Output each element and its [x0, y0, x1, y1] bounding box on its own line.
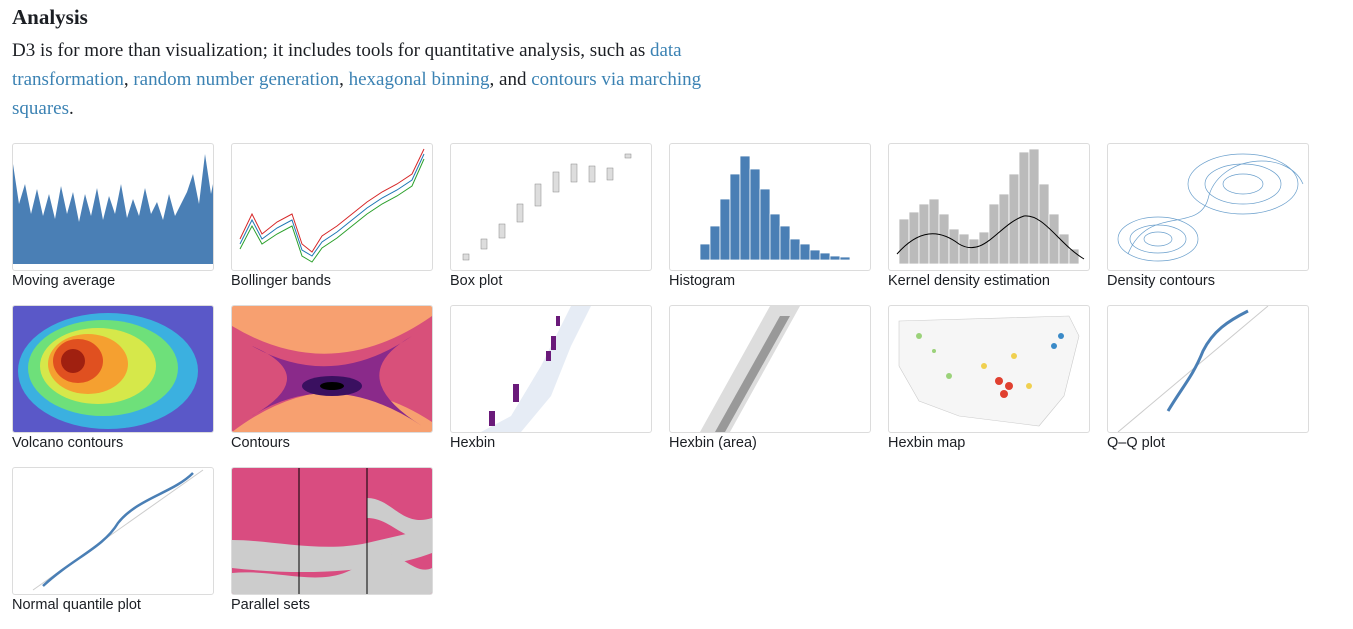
card[interactable]: Moving average [12, 143, 215, 305]
card-label: Hexbin map [888, 435, 966, 451]
intro-text: , and [489, 69, 532, 90]
card-label: Volcano contours [12, 435, 124, 451]
card-label: Parallel sets [231, 597, 310, 613]
thumbnail [12, 143, 214, 271]
card[interactable]: Normal quantile plot [12, 467, 215, 629]
thumbnail [231, 467, 433, 595]
intro-link[interactable]: hexagonal binning [348, 69, 490, 90]
thumbnail-image [232, 306, 432, 432]
thumbnail [450, 305, 652, 433]
thumbnail-image [239, 148, 425, 263]
thumbnail-image [13, 306, 213, 432]
intro: D3 is for more than visualization; it in… [12, 36, 742, 123]
card[interactable]: Density contours [1107, 143, 1310, 305]
card-label: Q–Q plot [1107, 435, 1166, 451]
intro-text: , [339, 69, 349, 90]
card[interactable]: Histogram [669, 143, 872, 305]
card-label: Density contours [1107, 273, 1215, 289]
thumbnail-image [232, 468, 432, 594]
card[interactable]: Hexbin (area) [669, 305, 872, 467]
intro-text: . [68, 98, 74, 119]
thumbnail-image [1117, 306, 1269, 432]
card-label: Histogram [669, 273, 736, 289]
card-label: Moving average [12, 273, 116, 289]
thumbnail-image [898, 315, 1080, 427]
thumbnail [888, 143, 1090, 271]
card-label: Hexbin [450, 435, 496, 451]
card[interactable]: Contours [231, 305, 434, 467]
gallery: Moving average Bollinger bands Box plot … [12, 143, 1342, 629]
thumbnail-image [699, 155, 851, 261]
thumbnail [1107, 143, 1309, 271]
thumbnail-image [896, 148, 1085, 265]
intro-link[interactable]: random number generation [133, 69, 340, 90]
intro-text: , [123, 69, 134, 90]
card[interactable]: Hexbin [450, 305, 653, 467]
thumbnail [1107, 305, 1309, 433]
thumbnail-image [1117, 153, 1304, 262]
card[interactable]: Q–Q plot [1107, 305, 1310, 467]
thumbnail-image [32, 469, 204, 591]
card[interactable]: Box plot [450, 143, 653, 305]
thumbnail [888, 305, 1090, 433]
thumbnail-image [462, 153, 632, 261]
card-label: Box plot [450, 273, 503, 289]
card-label: Contours [231, 435, 290, 451]
thumbnail [12, 467, 214, 595]
intro-text: D3 is for more than visualization; it in… [12, 40, 650, 61]
thumbnail [12, 305, 214, 433]
card[interactable]: Parallel sets [231, 467, 434, 629]
thumbnail [669, 143, 871, 271]
intro-link[interactable]: contours via marching squares [12, 69, 702, 119]
card[interactable]: Volcano contours [12, 305, 215, 467]
card-label: Normal quantile plot [12, 597, 141, 613]
thumbnail [231, 143, 433, 271]
card[interactable]: Bollinger bands [231, 143, 434, 305]
thumbnail [231, 305, 433, 433]
thumbnail-image [13, 154, 213, 264]
card-label: Bollinger bands [231, 273, 331, 289]
section-title: Analysis [12, 5, 88, 29]
card-label: Kernel density estimation [888, 273, 1050, 289]
thumbnail-image [481, 306, 591, 432]
card[interactable]: Hexbin map [888, 305, 1091, 467]
intro-link[interactable]: data transformation [12, 40, 682, 90]
thumbnail [669, 305, 871, 433]
thumbnail-image [700, 306, 800, 432]
card-label: Hexbin (area) [669, 435, 757, 451]
thumbnail [450, 143, 652, 271]
card[interactable]: Kernel density estimation [888, 143, 1091, 305]
